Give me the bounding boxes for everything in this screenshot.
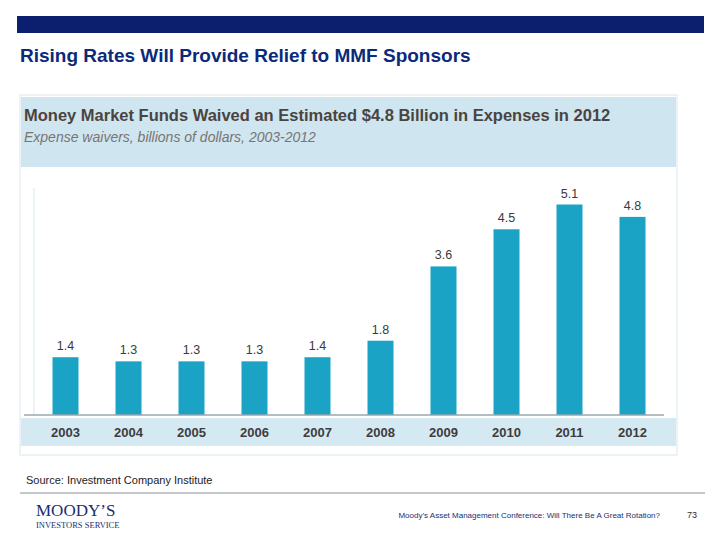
canvas: Rising Rates Will Provide Relief to MMF … [0,0,720,540]
x-tick-label: 2006 [240,425,269,440]
data-label: 1.3 [183,343,200,357]
slide-title: Rising Rates Will Provide Relief to MMF … [20,45,471,66]
data-label: 1.3 [120,343,137,357]
header-band [17,16,704,33]
source: Source: Investment Company Institute [26,474,212,486]
x-tick-label: 2004 [114,425,144,440]
bar [620,217,646,415]
footer-rule [20,493,705,494]
chart-header [21,97,676,167]
bar [368,341,394,415]
x-tick-label: 2010 [492,425,521,440]
data-label: 5.1 [561,187,578,201]
page-number: 73 [687,510,697,520]
category-band [21,418,676,446]
baseline [24,414,664,416]
slide: Rising Rates Will Provide Relief to MMF … [0,0,720,540]
bar [179,361,205,415]
y-axis-line [34,188,35,415]
data-label: 1.4 [57,339,74,353]
x-tick-label: 2005 [177,425,206,440]
x-tick-label: 2003 [51,425,80,440]
bar [431,266,457,415]
data-label: 4.8 [624,199,641,213]
logo: MOODY’S [36,501,115,520]
x-tick-label: 2012 [618,425,647,440]
bar [557,205,583,415]
chart-panel [20,95,677,455]
data-label: 1.3 [246,343,263,357]
bar [116,361,142,415]
x-tick-label: 2007 [303,425,332,440]
bars [53,205,646,415]
x-tick-label: 2008 [366,425,395,440]
x-tick-label: 2011 [555,425,583,440]
bar [305,357,331,415]
footer-conference: Moody’s Asset Management Conference: Wil… [398,511,660,520]
chart-subtitle: Expense waivers, billions of dollars, 20… [24,129,316,145]
bar [494,229,520,415]
bar [242,361,268,415]
bar [53,357,79,415]
data-label: 1.8 [372,323,389,337]
data-label: 1.4 [309,339,326,353]
data-label: 3.6 [435,248,452,262]
logo-sub: INVESTORS SERVICE [36,520,119,530]
chart-title: Money Market Funds Waived an Estimated $… [24,106,610,124]
x-tick-label: 2009 [429,425,458,440]
data-label: 4.5 [498,211,515,225]
